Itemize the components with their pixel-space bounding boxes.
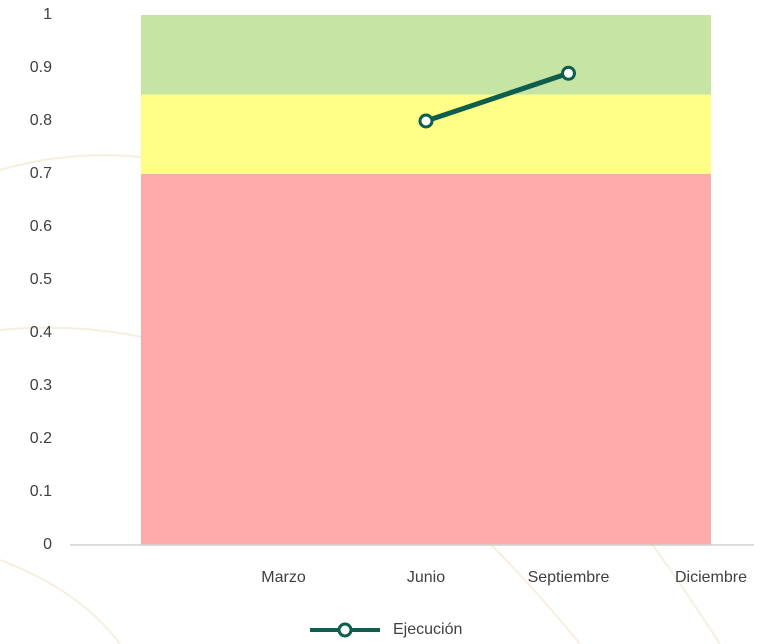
y-tick-label: 0.8	[30, 112, 52, 129]
y-tick-label: 0.2	[30, 430, 52, 447]
y-tick-label: 1	[43, 6, 52, 23]
legend-label: Ejecución	[393, 621, 462, 638]
x-tick-label: Junio	[407, 569, 445, 586]
bands	[141, 15, 711, 545]
legend-marker	[337, 622, 353, 638]
series-line	[425, 70, 570, 124]
series-marker	[561, 65, 576, 81]
series-marker	[418, 113, 434, 129]
y-tick-label: 0.3	[30, 377, 52, 394]
band-area	[141, 15, 711, 95]
y-tick-label: 0	[43, 536, 52, 553]
band-area	[141, 94, 711, 174]
y-tick-label: 0.6	[30, 218, 52, 235]
band-area	[141, 174, 711, 545]
y-tick-label: 0.5	[30, 271, 52, 288]
y-tick-label: 0.4	[30, 324, 52, 341]
x-tick-label: Septiembre	[528, 569, 610, 586]
y-tick-label: 0.9	[30, 59, 52, 76]
legend: Ejecución	[310, 621, 462, 638]
y-tick-label: 0.1	[30, 483, 52, 500]
y-tick-label: 0.7	[30, 165, 52, 182]
x-tick-label: Diciembre	[675, 569, 747, 586]
x-tick-label: Marzo	[261, 569, 306, 586]
